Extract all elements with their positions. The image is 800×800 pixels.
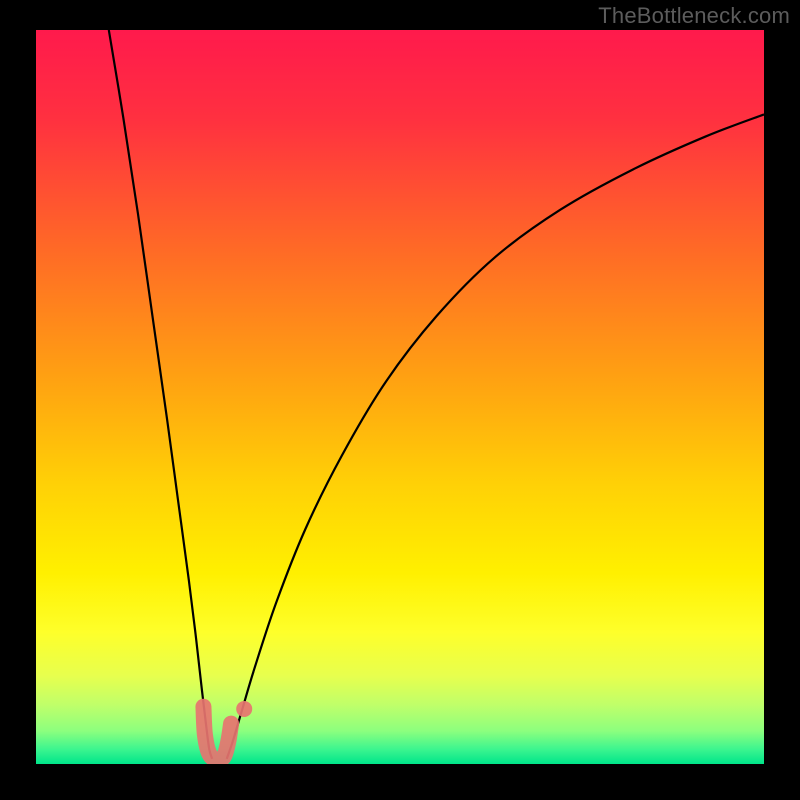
marker-dot xyxy=(236,701,252,717)
bottleneck-plot xyxy=(36,30,764,764)
chart-container: TheBottleneck.com xyxy=(0,0,800,800)
gradient-background xyxy=(36,30,764,764)
watermark-text: TheBottleneck.com xyxy=(598,3,790,29)
plot-svg xyxy=(36,30,764,764)
